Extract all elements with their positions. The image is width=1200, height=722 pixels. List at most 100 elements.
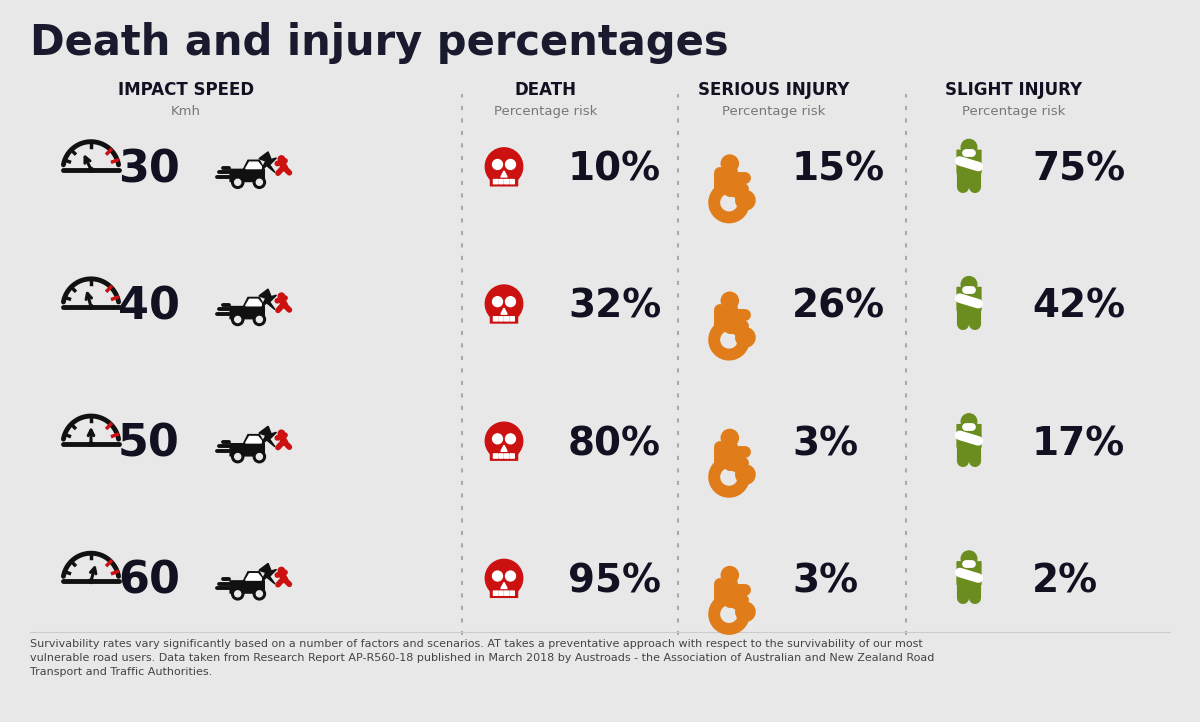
Text: Percentage risk: Percentage risk [962, 105, 1066, 118]
Circle shape [961, 551, 977, 567]
Circle shape [721, 430, 738, 446]
Text: 17%: 17% [1032, 425, 1126, 463]
Circle shape [961, 277, 977, 292]
Text: 95%: 95% [568, 562, 661, 600]
Text: 15%: 15% [792, 151, 886, 188]
FancyBboxPatch shape [958, 287, 980, 310]
Text: 40: 40 [118, 285, 180, 329]
Polygon shape [244, 297, 263, 307]
Text: 80%: 80% [568, 425, 661, 463]
FancyBboxPatch shape [499, 317, 503, 321]
Polygon shape [246, 300, 262, 306]
Polygon shape [259, 289, 276, 310]
FancyBboxPatch shape [510, 454, 515, 458]
Text: Death and injury percentages: Death and injury percentages [30, 22, 728, 64]
FancyBboxPatch shape [493, 454, 498, 458]
Circle shape [232, 451, 244, 463]
FancyBboxPatch shape [510, 591, 515, 595]
Text: DEATH: DEATH [515, 82, 577, 99]
Text: 3%: 3% [792, 425, 858, 463]
FancyBboxPatch shape [499, 180, 503, 183]
Circle shape [235, 316, 241, 323]
Text: 10%: 10% [568, 151, 661, 188]
FancyBboxPatch shape [958, 425, 980, 447]
FancyBboxPatch shape [493, 317, 498, 321]
Circle shape [232, 176, 244, 188]
Text: SLIGHT INJURY: SLIGHT INJURY [946, 82, 1082, 99]
Circle shape [721, 567, 738, 583]
Polygon shape [259, 563, 276, 584]
Polygon shape [246, 574, 262, 580]
Circle shape [961, 139, 977, 155]
Circle shape [253, 176, 265, 188]
Circle shape [505, 434, 516, 444]
Circle shape [257, 316, 263, 323]
Circle shape [235, 591, 241, 597]
Circle shape [278, 293, 284, 300]
Polygon shape [259, 426, 276, 447]
FancyBboxPatch shape [505, 180, 509, 183]
Circle shape [257, 179, 263, 186]
Polygon shape [500, 583, 508, 588]
Circle shape [257, 453, 263, 460]
Circle shape [89, 305, 94, 309]
Text: 60: 60 [118, 560, 180, 603]
FancyBboxPatch shape [491, 171, 517, 186]
Polygon shape [500, 445, 508, 451]
Text: Survivability rates vary significantly based on a number of factors and scenario: Survivability rates vary significantly b… [30, 639, 935, 677]
Circle shape [721, 155, 738, 172]
FancyBboxPatch shape [510, 180, 515, 183]
Circle shape [253, 313, 265, 326]
Polygon shape [246, 437, 262, 443]
Circle shape [232, 313, 244, 326]
Text: Percentage risk: Percentage risk [722, 105, 826, 118]
Circle shape [492, 297, 503, 307]
Circle shape [492, 434, 503, 444]
Circle shape [485, 285, 523, 323]
Polygon shape [500, 308, 508, 314]
Circle shape [232, 588, 244, 600]
Polygon shape [244, 435, 263, 444]
Text: 26%: 26% [792, 288, 886, 326]
Circle shape [485, 560, 523, 597]
FancyBboxPatch shape [499, 454, 503, 458]
Circle shape [721, 292, 738, 309]
Circle shape [235, 179, 241, 186]
Circle shape [492, 571, 503, 581]
Text: 3%: 3% [792, 562, 858, 600]
Circle shape [257, 591, 263, 597]
Circle shape [278, 567, 284, 574]
FancyBboxPatch shape [505, 591, 509, 595]
Text: 30: 30 [118, 148, 180, 191]
Text: 2%: 2% [1032, 562, 1098, 600]
Text: 42%: 42% [1032, 288, 1126, 326]
FancyBboxPatch shape [958, 562, 980, 584]
Polygon shape [259, 152, 276, 173]
FancyBboxPatch shape [493, 180, 498, 183]
FancyBboxPatch shape [505, 317, 509, 321]
Text: 75%: 75% [1032, 151, 1126, 188]
Circle shape [505, 160, 516, 170]
Text: IMPACT SPEED: IMPACT SPEED [118, 82, 254, 99]
FancyBboxPatch shape [499, 591, 503, 595]
Circle shape [485, 422, 523, 460]
Circle shape [89, 168, 94, 172]
Circle shape [278, 430, 284, 437]
Polygon shape [246, 162, 262, 169]
Polygon shape [244, 572, 263, 581]
Circle shape [505, 571, 516, 581]
Text: 50: 50 [118, 422, 180, 466]
Circle shape [89, 579, 94, 583]
Circle shape [253, 588, 265, 600]
Text: Kmh: Kmh [172, 105, 202, 118]
Polygon shape [244, 160, 263, 170]
FancyBboxPatch shape [491, 583, 517, 597]
Circle shape [89, 442, 94, 446]
Circle shape [485, 148, 523, 186]
FancyBboxPatch shape [493, 591, 498, 595]
FancyBboxPatch shape [491, 445, 517, 460]
FancyBboxPatch shape [230, 444, 264, 456]
FancyBboxPatch shape [958, 150, 980, 173]
Circle shape [505, 297, 516, 307]
FancyBboxPatch shape [491, 308, 517, 323]
